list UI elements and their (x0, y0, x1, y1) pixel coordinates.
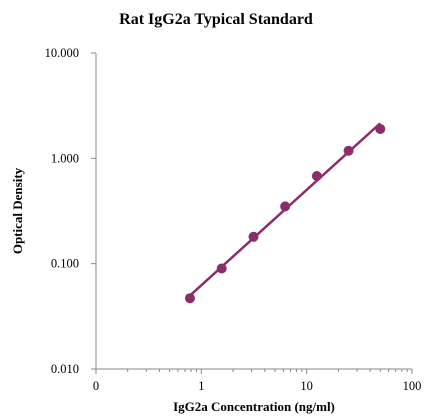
data-point (216, 263, 227, 274)
x-tick-label: 0 (93, 379, 99, 393)
y-ticks: 0.010 0.100 1.000 10.000 (45, 46, 96, 376)
data-point (343, 145, 354, 156)
chart-title: Rat IgG2a Typical Standard (119, 11, 313, 28)
data-point (184, 293, 195, 304)
y-tick-label: 0.010 (51, 362, 79, 376)
plot-area (184, 122, 386, 304)
y-tick-label: 1.000 (51, 151, 79, 165)
x-tick-label: 1 (198, 379, 204, 393)
data-point (280, 201, 291, 212)
y-tick-label: 0.100 (51, 257, 79, 271)
data-point (311, 170, 322, 181)
x-tick-label: 10 (300, 379, 313, 393)
x-axis-label: IgG2a Concentration (ng/ml) (173, 399, 335, 414)
x-tick-label: 100 (403, 379, 422, 393)
y-tick-label: 10.000 (45, 46, 79, 60)
data-point (248, 231, 259, 242)
y-axis-label: Optical Density (10, 167, 25, 254)
x-ticks: 0 1 10 100 (93, 369, 422, 393)
data-point (375, 123, 386, 134)
